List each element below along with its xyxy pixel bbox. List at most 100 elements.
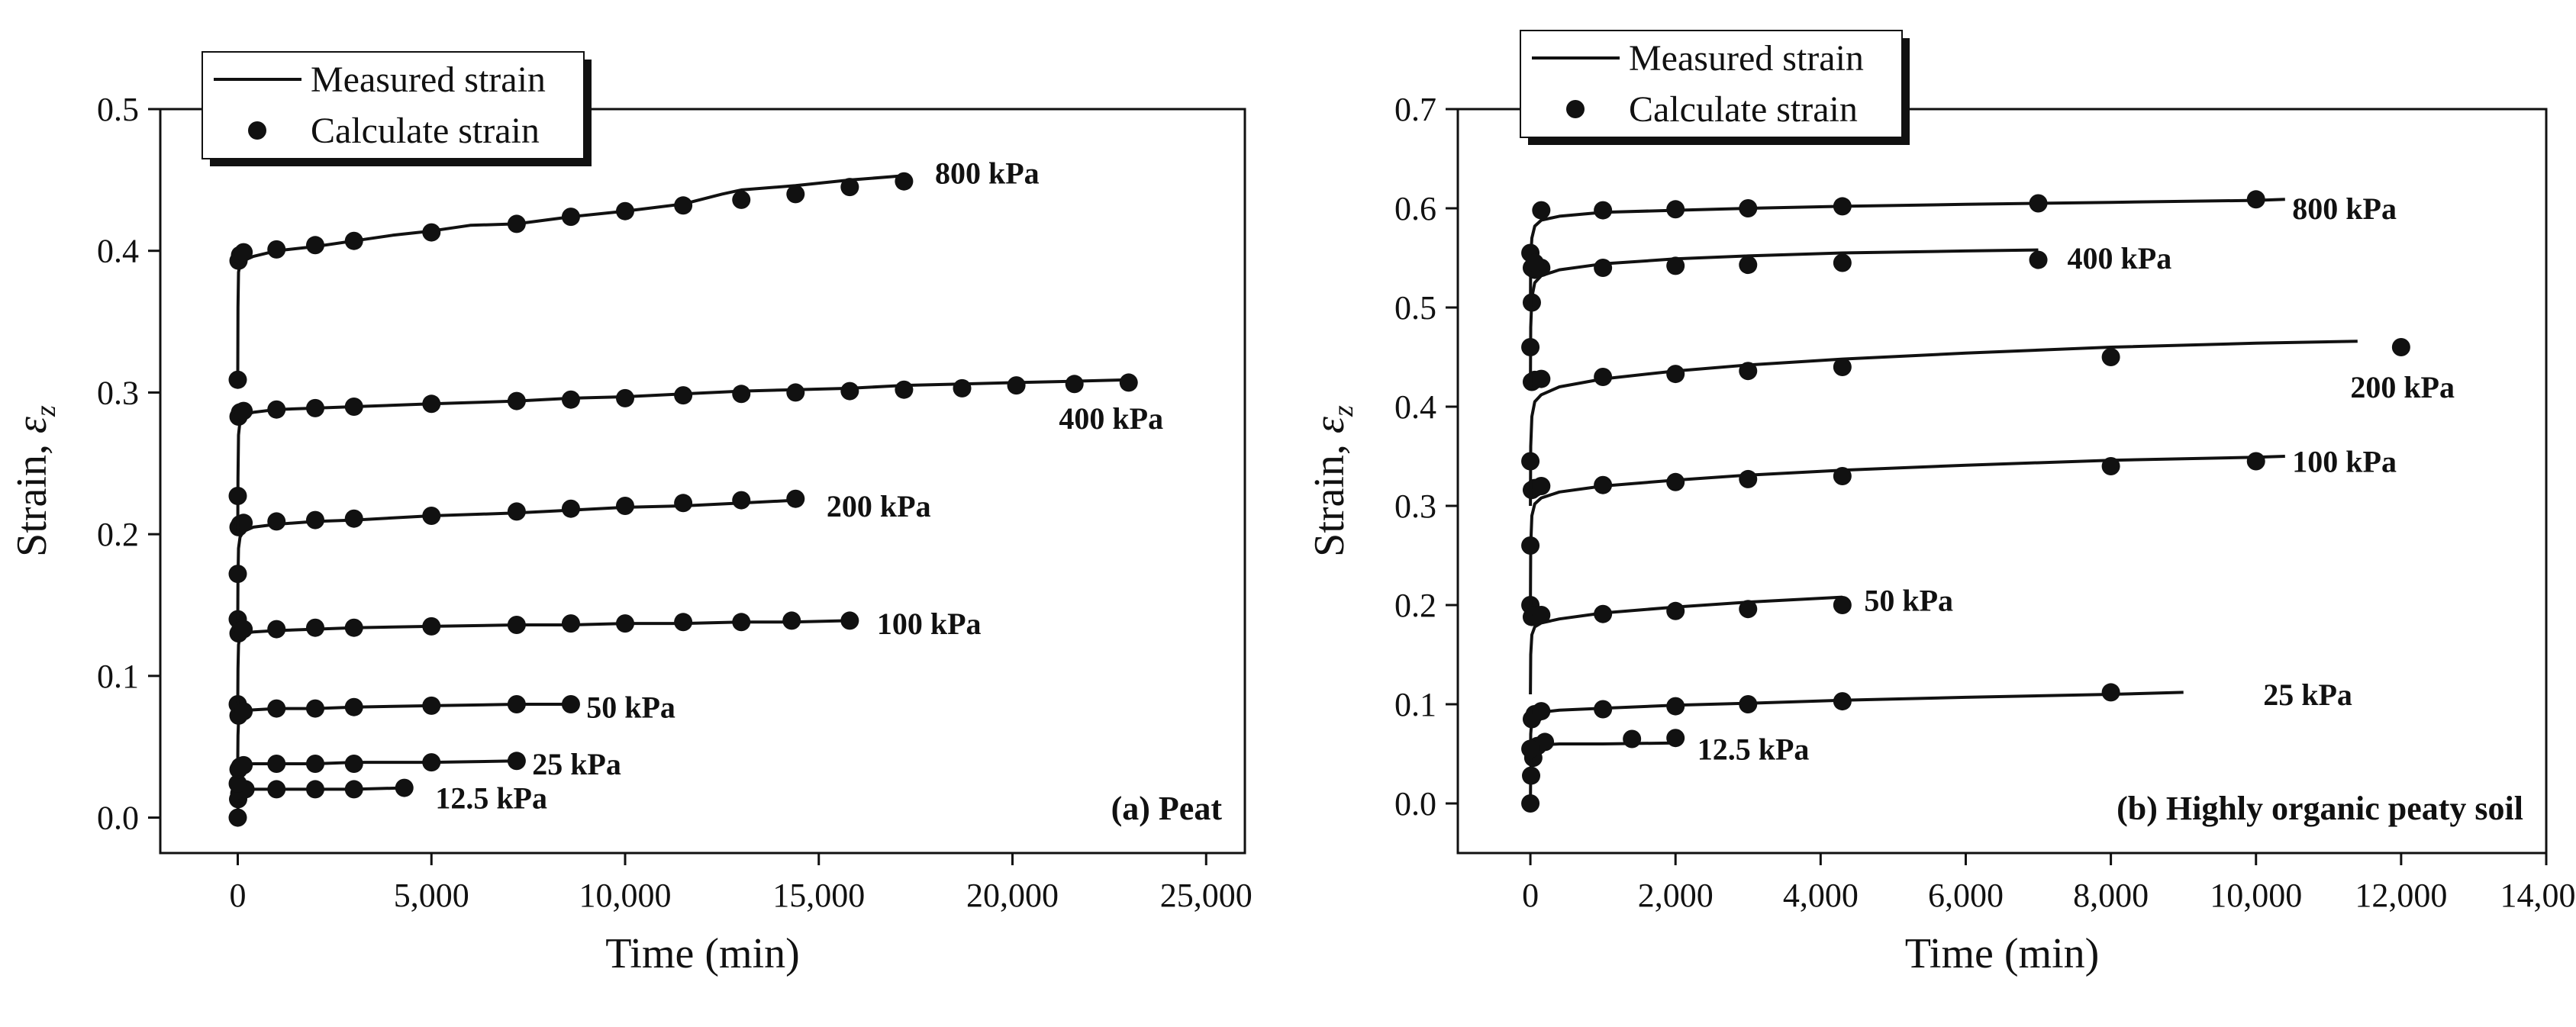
calculated-point-12-5-kpa xyxy=(267,780,286,799)
calculated-point-200-kpa xyxy=(2101,348,2120,366)
y-axis-title-subscript: z xyxy=(1327,405,1359,417)
y-axis-title: Strain, εz xyxy=(1306,405,1359,557)
series-label-50-kpa: 50 kPa xyxy=(586,691,675,725)
calculated-point-100-kpa xyxy=(1739,469,1758,488)
x-tick-label: 5,000 xyxy=(394,877,469,914)
calculated-point-800-kpa xyxy=(344,231,363,250)
y-tick-label: 0.3 xyxy=(1394,488,1436,525)
series-800-kpa: 800 kPa xyxy=(1521,190,2397,308)
legend-box xyxy=(1520,30,1903,138)
calculated-point-12-5-kpa xyxy=(1666,729,1685,748)
calculated-point-100-kpa xyxy=(344,618,363,637)
panel-label: (b) Highly organic peaty soil xyxy=(2117,790,2523,827)
calculated-point-25-kpa xyxy=(422,753,441,772)
calculated-point-100-kpa xyxy=(1532,477,1551,495)
calculated-point-800-kpa xyxy=(228,370,247,389)
y-tick-label: 0.1 xyxy=(97,658,139,695)
series-label-12-5-kpa: 12.5 kPa xyxy=(435,781,547,816)
series-200-kpa: 200 kPa xyxy=(228,489,931,620)
measured-line-100-kpa xyxy=(1529,455,2285,606)
calculated-point-200-kpa xyxy=(1521,452,1540,471)
calculated-point-100-kpa xyxy=(306,618,324,637)
calculated-point-400-kpa xyxy=(840,382,859,401)
legend-marker-swatch xyxy=(1566,100,1585,118)
series-label-200-kpa: 200 kPa xyxy=(2350,370,2455,404)
calculated-point-800-kpa xyxy=(616,201,634,221)
x-tick-label: 0 xyxy=(1522,877,1539,914)
measured-line-200-kpa xyxy=(236,498,796,620)
panel-label: (a) Peat xyxy=(1111,790,1223,827)
x-tick-label: 12,000 xyxy=(2355,877,2447,914)
x-tick-label: 25,000 xyxy=(1160,877,1253,914)
x-tick-label: 2,000 xyxy=(1638,877,1714,914)
calculated-point-400-kpa xyxy=(267,400,286,419)
calculated-point-100-kpa xyxy=(1833,467,1852,485)
y-tick-label: 0.2 xyxy=(1394,587,1436,624)
calculated-point-200-kpa xyxy=(1532,369,1551,388)
calculated-point-50-kpa xyxy=(1833,596,1852,614)
calculated-point-50-kpa xyxy=(234,702,253,721)
panel-peat: 0 5,000 10,000 15,000 20,000 25,000 0.0 0.1 0.2 0… xyxy=(8,51,1253,977)
calculated-point-50-kpa xyxy=(1532,606,1551,624)
legend-line-label: Measured strain xyxy=(311,60,546,100)
calculated-point-200-kpa xyxy=(786,489,805,508)
series-label-25-kpa: 25 kPa xyxy=(2263,678,2352,712)
calculated-point-100-kpa xyxy=(732,613,751,632)
x-tick-label: 20,000 xyxy=(966,877,1059,914)
measured-line-25-kpa xyxy=(1529,691,2184,765)
y-tick-label: 0.4 xyxy=(97,233,139,270)
x-axis-title: Time (min) xyxy=(605,930,800,977)
calculated-point-400-kpa xyxy=(1833,253,1852,272)
calculated-point-800-kpa xyxy=(786,185,805,204)
calculated-point-25-kpa xyxy=(2101,683,2120,702)
calculated-point-25-kpa xyxy=(507,752,526,771)
calculated-point-200-kpa xyxy=(344,509,363,528)
series-label-800-kpa: 800 kPa xyxy=(935,156,1040,191)
calculated-point-25-kpa xyxy=(1594,700,1613,719)
calculated-point-25-kpa xyxy=(228,774,247,793)
calculated-point-400-kpa xyxy=(1666,256,1685,275)
calculated-point-400-kpa xyxy=(732,385,751,404)
legend-line-label: Measured strain xyxy=(1629,38,1864,79)
calculated-point-200-kpa xyxy=(1833,358,1852,376)
calculated-point-800-kpa xyxy=(840,178,859,197)
calculated-point-50-kpa xyxy=(561,695,580,713)
calculated-point-25-kpa xyxy=(1521,739,1540,758)
calculated-point-400-kpa xyxy=(422,394,441,414)
y-tick-label: 0.5 xyxy=(97,91,139,128)
calculated-point-12-5-kpa xyxy=(306,780,324,799)
calculated-point-800-kpa xyxy=(561,208,580,227)
y-axis-title-subscript: z xyxy=(30,405,62,417)
calculated-point-400-kpa xyxy=(616,388,634,407)
calculated-point-200-kpa xyxy=(1666,365,1685,384)
series-label-400-kpa: 400 kPa xyxy=(1059,401,1163,436)
calculated-point-400-kpa xyxy=(507,391,526,410)
calculated-point-50-kpa xyxy=(267,699,286,718)
calculated-point-100-kpa xyxy=(674,613,693,632)
calculated-point-400-kpa xyxy=(1065,375,1084,394)
y-axis-title-main: Strain, xyxy=(8,433,56,557)
calculated-point-50-kpa xyxy=(507,695,526,713)
calculated-point-200-kpa xyxy=(306,510,324,530)
calculated-point-800-kpa xyxy=(2029,194,2048,213)
calculated-point-12-5-kpa xyxy=(1521,794,1540,813)
x-axis-title: Time (min) xyxy=(1905,930,2100,977)
calculated-point-100-kpa xyxy=(561,614,580,633)
series-label-100-kpa: 100 kPa xyxy=(877,607,982,641)
series-25-kpa: 25 kPa xyxy=(1521,678,2352,765)
legend-marker-swatch xyxy=(248,121,266,140)
calculated-point-800-kpa xyxy=(1833,197,1852,216)
legend-marker-label: Calculate strain xyxy=(311,111,540,151)
calculated-point-12-5-kpa xyxy=(395,778,414,797)
legend-marker-label: Calculate strain xyxy=(1629,89,1858,130)
y-tick-label: 0.1 xyxy=(1394,686,1436,723)
calculated-point-400-kpa xyxy=(1521,338,1540,356)
calculated-point-100-kpa xyxy=(267,620,286,639)
calculated-point-50-kpa xyxy=(1594,604,1613,623)
calculated-point-25-kpa xyxy=(1666,697,1685,716)
calculated-point-200-kpa xyxy=(267,512,286,531)
series-800-kpa: 800 kPa xyxy=(228,156,1040,389)
calculated-point-800-kpa xyxy=(234,243,253,262)
calculated-point-200-kpa xyxy=(507,502,526,521)
